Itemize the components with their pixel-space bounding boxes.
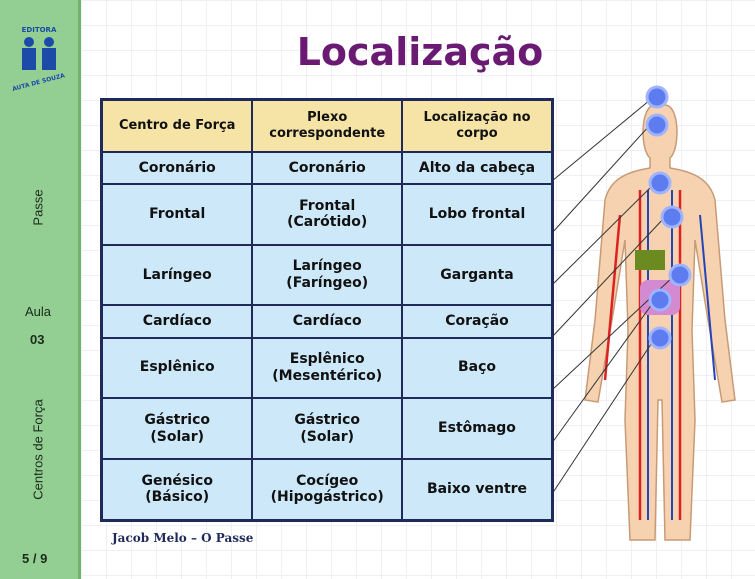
table-cell: Baço bbox=[401, 336, 554, 400]
table-cell: Frontal bbox=[100, 183, 254, 246]
table-row: Esplênico Esplênico (Mesentérico) Baço bbox=[100, 336, 554, 400]
table-cell: Coração bbox=[401, 304, 554, 339]
table-cell: Gástrico (Solar) bbox=[251, 397, 403, 460]
table-cell: Coronário bbox=[251, 150, 403, 186]
table-row: Frontal Frontal (Carótido) Lobo frontal bbox=[100, 183, 554, 246]
table-row: Laríngeo Laríngeo (Faríngeo) Garganta bbox=[100, 243, 554, 307]
table-cell: Esplênico bbox=[100, 336, 254, 400]
header-cell: Localização no corpo bbox=[401, 98, 554, 153]
table-cell: Garganta bbox=[401, 243, 554, 307]
table-cell: Cardíaco bbox=[251, 304, 403, 339]
table-row: Cardíaco Cardíaco Coração bbox=[100, 304, 554, 339]
sidebar: EDITORA AUTA DE SOUZA Passe Aula 03 Cent… bbox=[0, 0, 81, 579]
header-cell: Plexo correspondente bbox=[251, 98, 403, 153]
header-cell: Centro de Força bbox=[100, 98, 254, 153]
logo: EDITORA AUTA DE SOUZA bbox=[12, 26, 66, 93]
slide-title: Localização bbox=[296, 30, 544, 74]
lesson-label: Aula bbox=[25, 304, 52, 319]
centers-table: Centro de Força Plexo correspondente Local… bbox=[100, 98, 554, 522]
table-cell: Cocígeo (Hipogástrico) bbox=[251, 457, 403, 522]
table-cell: Alto da cabeça bbox=[401, 150, 554, 186]
table-cell: Laríngeo bbox=[100, 243, 254, 307]
table-row: Gástrico (Solar) Gástrico (Solar) Estômago bbox=[100, 397, 554, 460]
table-cell: Lobo frontal bbox=[401, 183, 554, 246]
table-cell: Gástrico (Solar) bbox=[100, 397, 254, 460]
table-row: Coronário Coronário Alto da cabeça bbox=[100, 150, 554, 186]
table-cell: Estômago bbox=[401, 397, 554, 460]
table-cell: Coronário bbox=[100, 150, 254, 186]
table-cell: Laríngeo (Faríngeo) bbox=[251, 243, 403, 307]
lesson-number: 03 bbox=[30, 332, 45, 347]
page-number: 5 / 9 bbox=[22, 551, 48, 566]
table-cell: Cardíaco bbox=[100, 304, 254, 339]
table-cell: Genésico (Básico) bbox=[100, 457, 254, 522]
table-cell: Esplênico (Mesentérico) bbox=[251, 336, 403, 400]
table-cell: Baixo ventre bbox=[401, 457, 554, 522]
table-cell: Frontal (Carótido) bbox=[251, 183, 403, 246]
footer: Jacob Melo – O Passe bbox=[112, 531, 254, 545]
table-row: Genésico (Básico) Cocígeo (Hipogástrico) B… bbox=[100, 457, 554, 522]
logo-text: EDITORA bbox=[22, 26, 57, 34]
